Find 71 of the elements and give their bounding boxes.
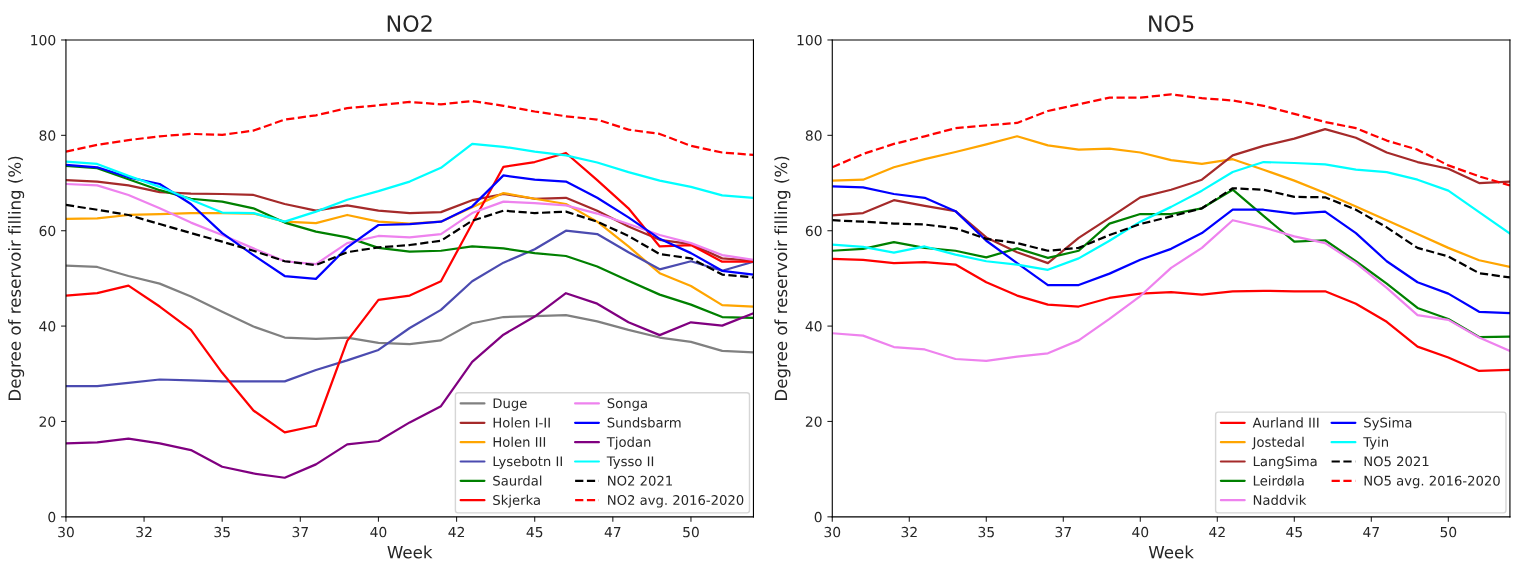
x-tick-label: 32 [136, 526, 152, 538]
x-tick-label: 32 [901, 526, 917, 538]
legend-label: LangSima [1253, 456, 1317, 469]
y-tick-label: 60 [39, 225, 56, 237]
line-series [65, 163, 754, 280]
x-tick-label: 47 [604, 526, 621, 538]
y-tick-label: 40 [805, 321, 822, 332]
y-axis-title: Degree of reservoir filling (%) [774, 156, 791, 400]
x-tick-label: 40 [370, 526, 387, 538]
x-axis-title: Week [387, 545, 433, 559]
chart-title: NO2 [387, 15, 432, 32]
legend-label: Holen III [493, 436, 546, 447]
x-tick-label: 35 [978, 526, 994, 538]
legend-label: Tyin [1363, 436, 1388, 450]
legend-label: Holen I-II [493, 417, 550, 428]
y-tick-label: 100 [31, 34, 56, 46]
y-tick-label: 80 [805, 130, 822, 141]
line-series [832, 93, 1510, 187]
chart-title: NO5 [1149, 15, 1194, 32]
x-tick-label: 42 [1209, 526, 1225, 538]
x-axis-title: Week [1148, 545, 1194, 559]
x-tick-label: 47 [1363, 526, 1379, 538]
line-series [65, 151, 754, 434]
x-tick-label: 40 [1132, 526, 1149, 538]
x-tick-label: 50 [683, 526, 699, 538]
legend-label: Jostedal [1251, 436, 1304, 450]
line-series [65, 164, 754, 320]
x-tick-label: 30 [824, 526, 841, 538]
x-tick-label: 45 [1286, 526, 1302, 538]
line-series [832, 188, 1510, 339]
legend-label: Tysso II [606, 456, 654, 469]
legend-label: Tjodan [606, 436, 651, 450]
line-series [65, 142, 754, 223]
x-tick-label: 50 [1440, 526, 1457, 538]
line-series [65, 264, 754, 354]
x-tick-label: 42 [448, 526, 465, 538]
y-tick-label: 60 [805, 225, 822, 237]
line-series [65, 229, 754, 388]
y-tick-label: 100 [797, 34, 822, 46]
x-tick-label: 37 [292, 526, 308, 538]
legend-label: Naddvik [1253, 494, 1307, 506]
legend-label: NO2 2021 [608, 475, 672, 486]
legend-label: Songa [607, 398, 647, 411]
y-tick-label: 20 [805, 416, 822, 427]
legend-label: SySima [1364, 417, 1412, 431]
legend-label: NO2 avg. 2016-2020 [608, 495, 744, 508]
legend-label: Duge [493, 398, 527, 411]
legend-label: Saurdal [493, 475, 542, 486]
legend-label: Sundsbarm [607, 417, 681, 428]
y-axis-title: Degree of reservoir filling (%) [8, 156, 25, 400]
legend-label: Aurland III [1252, 417, 1319, 428]
legend-label: NO5 2021 [1364, 456, 1429, 467]
y-tick-label: 20 [39, 416, 56, 427]
x-tick-label: 45 [526, 526, 543, 538]
line-series [832, 160, 1510, 271]
line-series [65, 99, 754, 157]
line-series [65, 191, 754, 308]
legend-label: Leirdøla [1253, 475, 1304, 487]
y-tick-label: 0 [48, 511, 56, 523]
legend-label: NO5 avg. 2016-2020 [1364, 475, 1500, 489]
legend-label: Lysebotn II [493, 456, 562, 469]
y-tick-label: 0 [814, 511, 822, 523]
x-tick-label: 37 [1055, 526, 1071, 538]
x-tick-label: 30 [58, 526, 74, 538]
x-tick-label: 35 [214, 526, 230, 538]
y-tick-label: 40 [39, 321, 56, 332]
legend-label: Skjerka [493, 494, 540, 508]
line-series [832, 219, 1510, 363]
y-tick-label: 80 [39, 130, 56, 141]
line-series [832, 185, 1510, 315]
line-series [832, 257, 1510, 373]
